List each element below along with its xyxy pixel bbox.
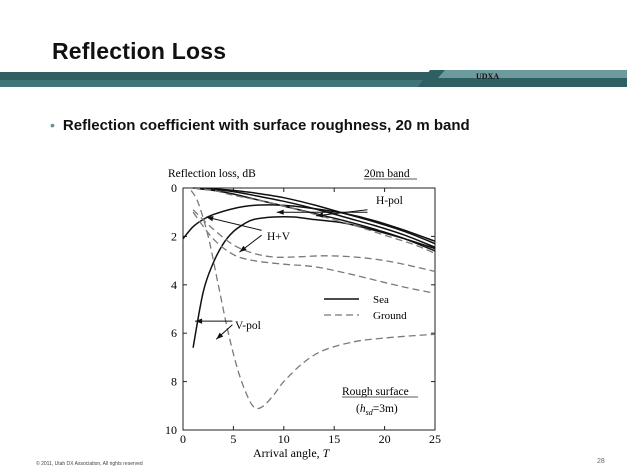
- sea-curve-0: [193, 187, 436, 245]
- y-tick-label: 8: [171, 375, 177, 389]
- x-tick-label: 20: [379, 432, 391, 446]
- rough-open: (: [356, 403, 360, 415]
- ground-curve-7: [192, 211, 436, 294]
- axes-layer: 0 5 10 15 20 25 0 2 4 6 8 10: [165, 181, 441, 446]
- annotation-layer: Reflection loss, dB 20m band Arrival ang…: [168, 168, 418, 460]
- reflection-loss-chart: 0 5 10 15 20 25 0 2 4 6 8 10 Reflection loss, dB 20…: [165, 168, 441, 460]
- rough-surface-label: Rough surface: [342, 386, 409, 398]
- arrow-hpol-a-head: [316, 212, 324, 218]
- bullet-dot-icon: •: [50, 117, 55, 133]
- x-tick-label: 10: [278, 432, 290, 446]
- ground-curve-5: [193, 187, 436, 254]
- x-tick-label: 0: [180, 432, 186, 446]
- arrow-hpol-b-head: [276, 209, 284, 215]
- x-axis-label-text: Arrival angle,: [253, 446, 323, 460]
- arrow-vpol-a-head: [195, 318, 203, 324]
- x-tick-label: 15: [328, 432, 340, 446]
- y-tick-label: 4: [171, 278, 177, 292]
- bullet-item: • Reflection coefficient with surface ro…: [50, 117, 470, 134]
- x-tick-label: 5: [230, 432, 236, 446]
- title-bar: [0, 70, 627, 87]
- sea-curve-1: [193, 187, 436, 248]
- annotation-vpol: V-pol: [235, 320, 261, 332]
- footer-copyright: © 2011, Utah DX Association, All rights …: [36, 461, 143, 467]
- y-tick-label: 10: [165, 423, 177, 437]
- x-axis-label-var: T: [323, 446, 331, 460]
- legend-ground-label: Ground: [373, 310, 407, 322]
- bullet-text: Reflection coefficient with surface roug…: [62, 117, 470, 134]
- y-tick-label: 2: [171, 229, 177, 243]
- plot-frame: [182, 187, 436, 431]
- sea-curve-4: [192, 215, 436, 348]
- y-tick-label: 6: [171, 326, 177, 340]
- arrow-hv-b-head: [239, 245, 247, 253]
- x-tick-label: 25: [429, 432, 441, 446]
- x-axis-label: Arrival angle, T: [253, 446, 331, 460]
- series-layer: [182, 187, 436, 410]
- page-number: 28: [597, 458, 605, 465]
- y-tick-label: 0: [171, 181, 177, 195]
- arrow-hv-a-head: [206, 216, 214, 222]
- arrow-hpol-a: [315, 209, 368, 217]
- annotation-hv: H+V: [267, 231, 291, 243]
- rough-h: h: [360, 403, 366, 415]
- arrow-hv-a: [206, 216, 262, 231]
- band-label: 20m band: [364, 168, 410, 180]
- rough-close: =3m): [373, 403, 398, 415]
- brand-label: UDXA: [476, 72, 500, 81]
- y-axis-label: Reflection loss, dB: [168, 168, 256, 180]
- brand-tab-light: [438, 70, 627, 78]
- legend-sea-label: Sea: [373, 294, 389, 306]
- rough-surface-height: (hsd=3m): [356, 403, 398, 417]
- arrow-vpol-b-head: [216, 332, 224, 340]
- slide-title: Reflection Loss: [52, 38, 227, 64]
- ground-curve-8: [190, 190, 436, 410]
- rough-sub: sd: [366, 408, 374, 417]
- annotation-hpol: H-pol: [376, 195, 403, 207]
- ground-curve-6: [192, 209, 436, 273]
